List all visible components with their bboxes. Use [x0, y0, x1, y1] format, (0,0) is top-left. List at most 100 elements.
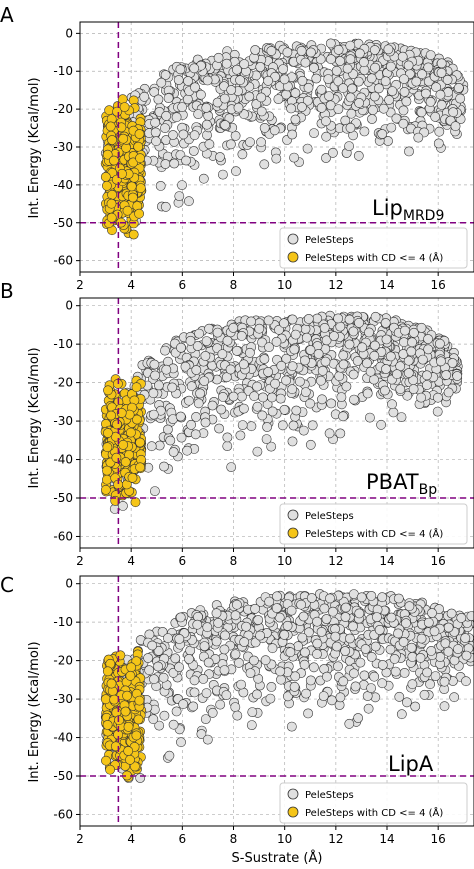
pelesteps-point	[406, 642, 417, 653]
pelesteps-point	[319, 603, 330, 614]
pelesteps-point	[193, 398, 204, 409]
pelesteps-cd-point	[101, 755, 111, 766]
x-tick-label: 6	[179, 832, 187, 846]
pelesteps-point	[380, 76, 391, 87]
pelesteps-point	[272, 591, 282, 602]
pelesteps-point	[367, 114, 377, 124]
pelesteps-point	[345, 122, 356, 133]
pelesteps-point	[366, 73, 377, 84]
pelesteps-point	[287, 314, 298, 325]
pelesteps-point	[176, 342, 186, 353]
pelesteps-point	[220, 630, 230, 641]
pelesteps-cd-point	[135, 437, 145, 448]
pelesteps-point	[189, 63, 200, 74]
pelesteps-point	[370, 311, 381, 322]
pelesteps-point	[279, 74, 290, 85]
pelesteps-point	[282, 620, 293, 631]
pelesteps-point	[362, 388, 373, 399]
pelesteps-point	[174, 634, 185, 644]
pelesteps-point	[189, 687, 200, 698]
pelesteps-point	[338, 83, 348, 94]
pelesteps-point	[239, 59, 250, 69]
pelesteps-point	[161, 111, 172, 121]
pelesteps-point	[247, 707, 258, 717]
pelesteps-point	[163, 633, 173, 643]
pelesteps-point	[432, 392, 443, 403]
pelesteps-point	[201, 688, 212, 698]
pelesteps-point	[455, 93, 466, 104]
pelesteps-point	[186, 419, 196, 430]
pelesteps-point	[267, 643, 278, 654]
pelesteps-point	[148, 714, 159, 725]
pelesteps-point	[273, 94, 284, 104]
pelesteps-point	[387, 399, 397, 410]
pelesteps-point	[340, 602, 351, 613]
pelesteps-point	[174, 191, 185, 201]
pelesteps-point	[435, 356, 446, 367]
pelesteps-point	[416, 392, 426, 403]
pelesteps-point	[219, 644, 230, 655]
pelesteps-point	[407, 337, 417, 348]
pelesteps-points	[100, 38, 469, 226]
pelesteps-point	[338, 359, 349, 370]
x-tick-label: 16	[431, 554, 446, 568]
x-tick-label: 8	[230, 278, 238, 292]
pelesteps-point	[202, 734, 213, 745]
pelesteps-point	[383, 44, 394, 55]
pelesteps-point	[175, 64, 186, 75]
pelesteps-point	[460, 633, 471, 643]
pelesteps-cd-point	[122, 690, 132, 701]
pelesteps-point	[146, 441, 157, 452]
legend-label-pelesteps: PeleSteps	[305, 511, 354, 522]
pelesteps-point	[316, 375, 326, 386]
pelesteps-point	[184, 654, 194, 664]
pelesteps-cd-point	[123, 746, 134, 756]
pelesteps-point	[246, 421, 257, 432]
pelesteps-point	[344, 718, 355, 729]
pelesteps-point	[182, 94, 193, 105]
pelesteps-cd-point	[105, 764, 115, 775]
pelesteps-cd-point	[102, 666, 113, 677]
pelesteps-point	[188, 701, 199, 712]
pelesteps-point	[255, 630, 265, 641]
pelesteps-point	[316, 102, 327, 113]
pelesteps-point	[249, 391, 260, 402]
y-tick-label: -10	[53, 337, 73, 351]
annotation-text: LipA	[388, 752, 434, 776]
x-tick-label: 14	[379, 832, 394, 846]
pelesteps-point	[226, 85, 237, 95]
pelesteps-point	[394, 691, 405, 702]
pelesteps-point	[159, 461, 169, 472]
pelesteps-point	[355, 657, 366, 668]
pelesteps-point	[302, 95, 313, 106]
pelesteps-point	[350, 681, 361, 692]
pelesteps-point	[410, 701, 421, 712]
pelesteps-cd-point	[130, 497, 141, 508]
legend-label-pelesteps-cd: PeleSteps with CD <= 4 (Å)	[305, 527, 443, 540]
pelesteps-point	[298, 425, 309, 436]
pelesteps-point	[461, 650, 472, 661]
pelesteps-point	[153, 661, 163, 672]
pelesteps-point	[421, 380, 432, 390]
pelesteps-point	[176, 737, 186, 748]
pelesteps-point	[235, 430, 246, 441]
pelesteps-point	[241, 621, 251, 632]
pelesteps-point	[194, 328, 204, 339]
pelesteps-point	[434, 126, 445, 137]
y-tick-label: -10	[53, 615, 73, 629]
pelesteps-cd-point	[128, 229, 139, 240]
x-tick-label: 6	[179, 554, 187, 568]
pelesteps-point	[384, 95, 394, 105]
pelesteps-point	[290, 329, 301, 340]
pelesteps-point	[340, 646, 351, 656]
pelesteps-cd-point	[120, 706, 131, 717]
x-tick-label: 16	[431, 832, 446, 846]
pelesteps-point	[359, 670, 370, 681]
pelesteps-point	[404, 146, 414, 157]
pelesteps-point	[220, 120, 230, 130]
pelesteps-point	[251, 99, 262, 110]
pelesteps-point	[316, 627, 327, 637]
pelesteps-point	[148, 409, 159, 420]
pelesteps-point	[387, 86, 398, 96]
pelesteps-point	[252, 689, 262, 700]
